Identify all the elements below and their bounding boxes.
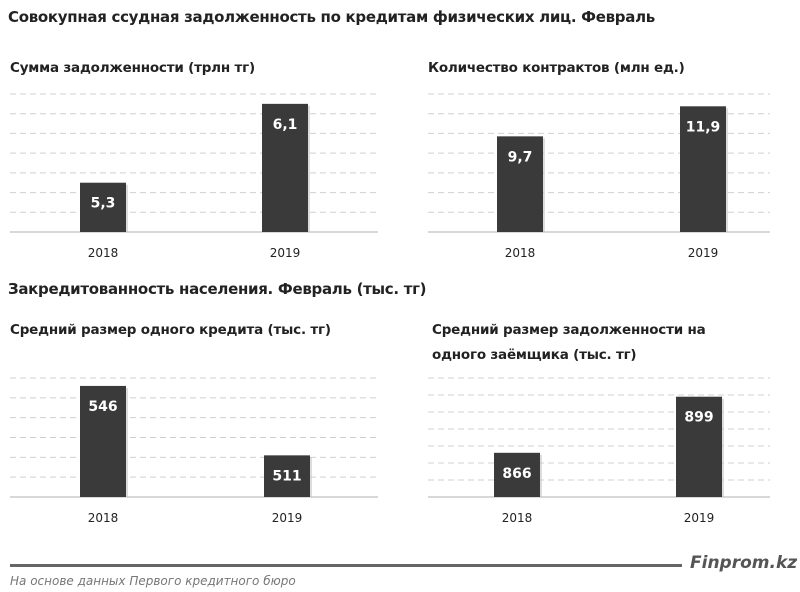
- bar-2018: [80, 385, 126, 497]
- bar-value-label: 6,1: [273, 117, 298, 133]
- x-tick-label: 2019: [684, 511, 715, 525]
- bar-2018: [494, 452, 540, 497]
- chart2-title: Количество контрактов (млн ед.): [428, 60, 685, 76]
- bar-value-label: 5,3: [91, 196, 116, 212]
- bar-value-label: 9,7: [508, 149, 533, 165]
- brand-logo: Finprom.kz: [690, 553, 798, 573]
- bar-value-label: 11,9: [686, 119, 721, 135]
- bar-2018: [80, 182, 126, 232]
- bar-2019: [262, 103, 308, 232]
- bar-value-label: 866: [502, 466, 531, 482]
- x-tick-label: 2018: [88, 246, 119, 260]
- bar-value-label: 899: [684, 410, 713, 426]
- chart4-title-line2: одного заёмщика (тыс. тг): [432, 347, 637, 363]
- footer-divider: [10, 564, 682, 567]
- chart4-title-line1: Средний размер задолженности на: [432, 322, 706, 338]
- bar-2019: [680, 106, 726, 232]
- x-tick-label: 2019: [272, 511, 303, 525]
- x-tick-label: 2019: [270, 246, 301, 260]
- bar-value-label: 511: [272, 468, 301, 484]
- x-tick-label: 2018: [88, 511, 119, 525]
- source-note: На основе данных Первого кредитного бюро: [10, 574, 296, 588]
- chart1-title: Сумма задолженности (трлн тг): [10, 60, 255, 76]
- x-tick-label: 2018: [502, 511, 533, 525]
- bar-2019: [264, 455, 310, 497]
- chart3-title: Средний размер одного кредита (тыс. тг): [10, 322, 331, 338]
- x-tick-label: 2019: [688, 246, 719, 260]
- bar-2018: [497, 136, 543, 232]
- bar-value-label: 546: [88, 399, 117, 415]
- section1-title: Совокупная ссудная задолженность по кред…: [8, 8, 655, 26]
- section2-title: Закредитованность населения. Февраль (ты…: [8, 280, 427, 298]
- bar-2019: [676, 396, 722, 497]
- x-tick-label: 2018: [505, 246, 536, 260]
